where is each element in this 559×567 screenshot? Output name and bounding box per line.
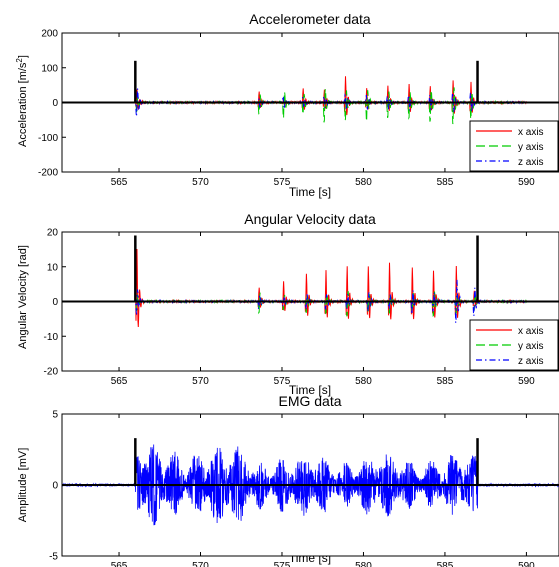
emg-ylabel: Amplitude [mV] (17, 448, 29, 523)
y-tick-label: 20 (47, 228, 59, 239)
y-tick-label: 200 (41, 29, 58, 40)
legend-label-y-axis: y axis (518, 142, 544, 153)
accelerometer-xlabel: Time [s] (289, 185, 331, 199)
y-tick-label: 100 (41, 63, 58, 74)
x-tick-label: 580 (355, 177, 372, 188)
y-tick-label: 0 (52, 481, 58, 492)
plot-content (62, 235, 559, 328)
accelerometer-panel: Accelerometer data Time [s] Acceleration… (15, 11, 559, 199)
y-tick-label: 0 (52, 98, 58, 109)
x-tick-label: 580 (355, 561, 372, 567)
legend-label-z-axis: z axis (518, 157, 544, 168)
legend-label-x-axis: x axis (518, 326, 544, 337)
angular-velocity-panel: Angular Velocity data Time [s] Angular V… (17, 211, 559, 397)
x-tick-label: 570 (192, 177, 209, 188)
emg-signal-line (62, 444, 559, 526)
x-tick-label: 565 (111, 177, 128, 188)
y-tick-label: -200 (38, 168, 58, 179)
y-tick-label: -100 (38, 133, 58, 144)
legend-label-x-axis: x axis (518, 127, 544, 138)
legend-label-y-axis: y axis (518, 341, 544, 352)
x-tick-label: 575 (274, 561, 291, 567)
x-tick-label: 585 (437, 177, 454, 188)
plot-content (62, 60, 559, 125)
x-tick-label: 590 (518, 561, 535, 567)
y-tick-label: -10 (44, 332, 59, 343)
emg-panel: EMG data Time [s] Amplitude [mV] 565 570 5… (17, 393, 559, 567)
x-tick-label: 585 (437, 561, 454, 567)
accelerometer-ylabel: Acceleration [m/s2] (15, 55, 29, 147)
x-tick-label: 570 (192, 561, 209, 567)
y-tick-label: 10 (47, 262, 59, 273)
angular-velocity-ylabel: Angular Velocity [rad] (17, 245, 29, 349)
plot-content (62, 438, 559, 526)
x-tick-label: 565 (111, 376, 128, 387)
legend: x axis y axis z axis (469, 319, 559, 371)
x-tick-label: 575 (274, 177, 291, 188)
x-tick-label: 585 (437, 376, 454, 387)
emg-title: EMG data (278, 393, 341, 409)
x-tick-label: 575 (274, 376, 291, 387)
x-tick-label: 590 (518, 376, 535, 387)
x-tick-label: 590 (518, 177, 535, 188)
y-tick-label: 0 (52, 297, 58, 308)
legend: x axis y axis z axis (469, 120, 559, 172)
x-tick-label: 580 (355, 376, 372, 387)
y-tick-label: -20 (44, 367, 59, 378)
x-tick-label: 570 (192, 376, 209, 387)
angular-velocity-xlabel: Time [s] (289, 383, 331, 397)
x-tick-label: 565 (111, 561, 128, 567)
legend-label-z-axis: z axis (518, 356, 544, 367)
y-tick-label: -5 (49, 552, 58, 563)
angular-velocity-title: Angular Velocity data (244, 211, 376, 227)
y-tick-label: 5 (52, 410, 58, 421)
accelerometer-title: Accelerometer data (249, 11, 371, 27)
